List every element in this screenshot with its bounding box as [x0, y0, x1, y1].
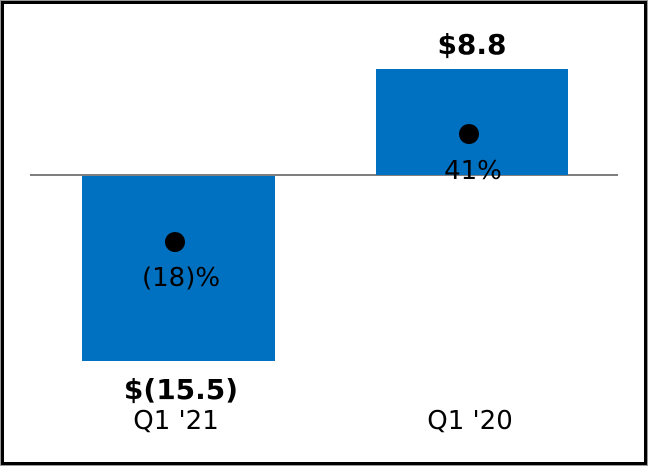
- percent-dot-marker-q1-20: [459, 124, 479, 144]
- category-label-q1-21: Q1 '21: [133, 406, 219, 436]
- value-label-q1-20: $8.8: [437, 28, 507, 61]
- category-label-q1-20: Q1 '20: [427, 406, 513, 436]
- bar-q1-21: [82, 176, 275, 361]
- percent-label-q1-20: 41%: [444, 156, 502, 186]
- zero-baseline: [30, 174, 618, 176]
- bar-q1-20: [376, 69, 568, 175]
- value-label-q1-21: $(15.5): [123, 373, 239, 406]
- percent-label-q1-21: (18)%: [141, 263, 221, 293]
- percent-dot-marker-q1-21: [165, 232, 185, 252]
